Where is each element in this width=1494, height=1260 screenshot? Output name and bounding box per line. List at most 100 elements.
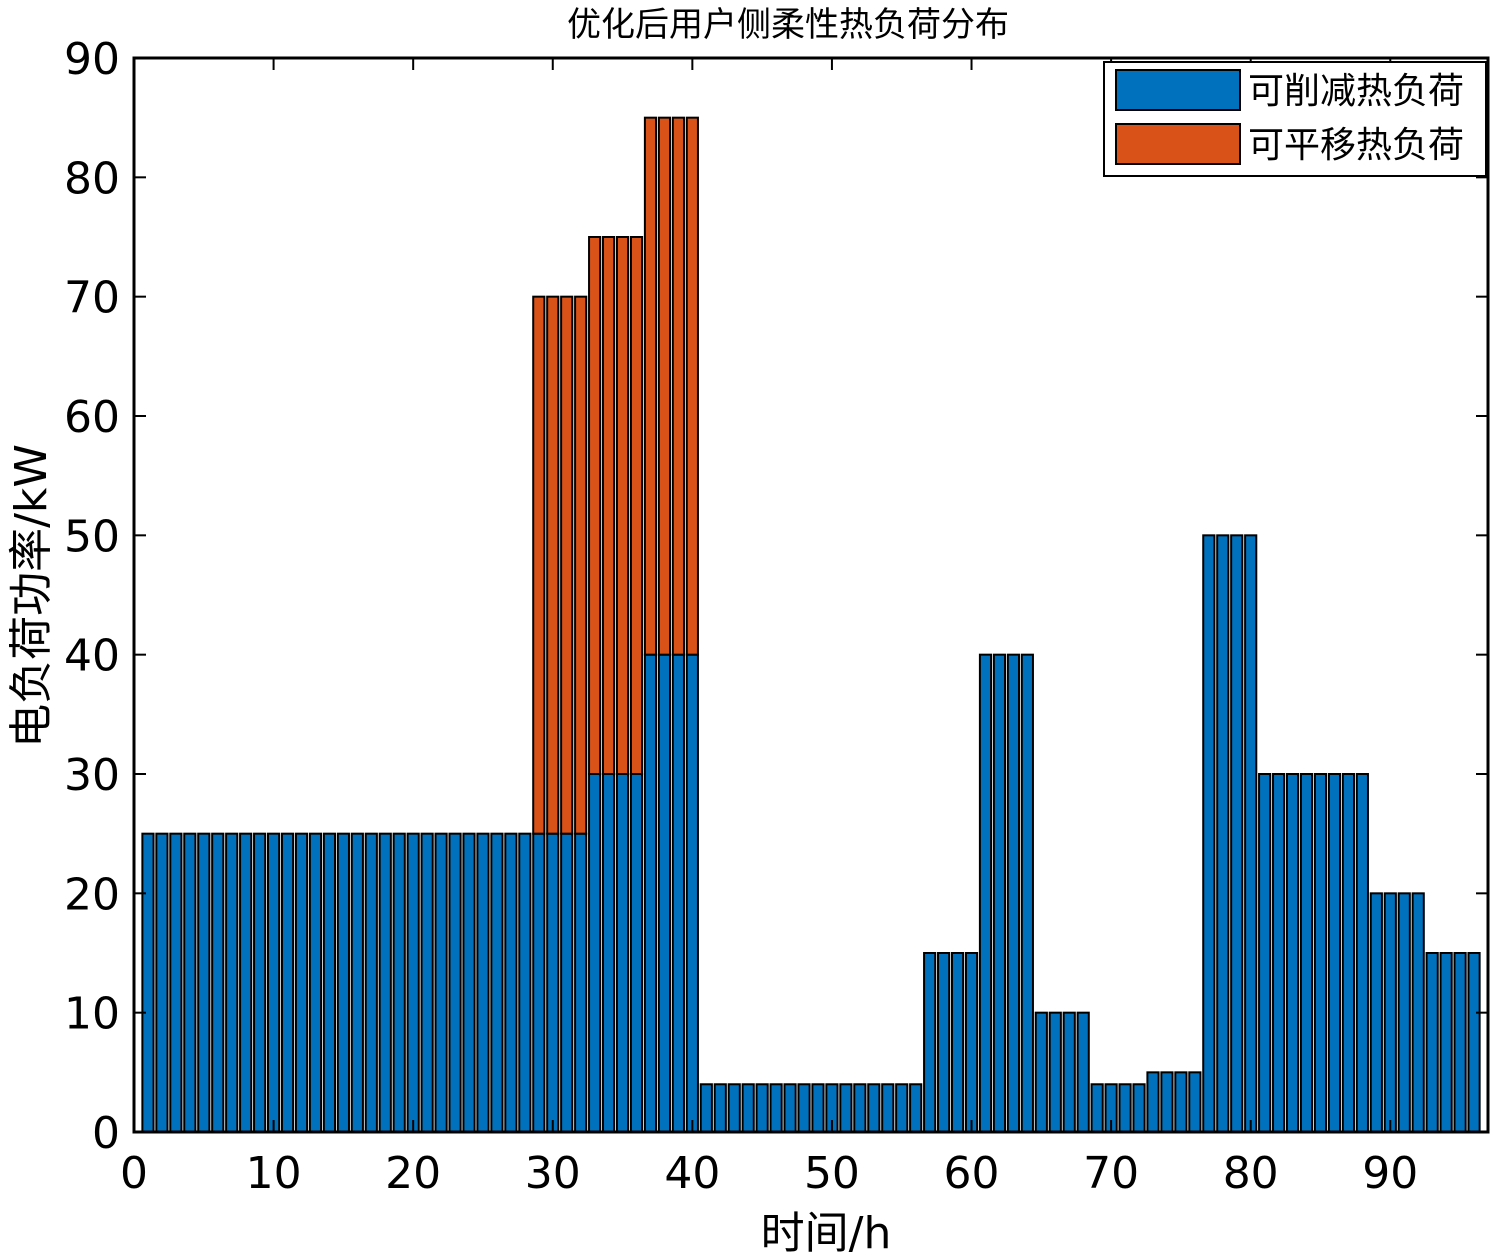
bar-reducible-35 — [615, 773, 630, 1133]
bar-reducible-93 — [1425, 952, 1439, 1133]
bar-reducible-22 — [434, 832, 448, 1134]
bar-reducible-59 — [950, 952, 965, 1133]
bar-reducible-15 — [336, 832, 350, 1134]
bar-shiftable-31 — [560, 295, 574, 835]
bar-reducible-68 — [1076, 1011, 1090, 1134]
bar-reducible-31 — [560, 832, 574, 1134]
bar-reducible-38 — [657, 653, 672, 1134]
bar-reducible-3 — [169, 832, 183, 1134]
bar-reducible-19 — [392, 832, 406, 1134]
bar-shiftable-34 — [602, 236, 616, 775]
bar-reducible-83 — [1285, 773, 1300, 1133]
x-tick-label-0: 0 — [120, 1148, 148, 1199]
bar-reducible-25 — [476, 832, 490, 1134]
bar-reducible-45 — [755, 1083, 769, 1134]
bar-reducible-72 — [1132, 1083, 1146, 1134]
bar-reducible-34 — [602, 773, 616, 1133]
y-tick-label-60: 60 — [64, 392, 120, 443]
y-tick-label-30: 30 — [64, 750, 120, 801]
bar-reducible-36 — [629, 773, 644, 1133]
bar-reducible-51 — [839, 1083, 853, 1134]
bar-shiftable-40 — [685, 116, 699, 656]
bar-reducible-71 — [1118, 1083, 1132, 1134]
bar-reducible-54 — [881, 1083, 895, 1134]
bar-reducible-92 — [1411, 892, 1425, 1133]
y-tick-label-10: 10 — [64, 989, 120, 1040]
bar-reducible-94 — [1439, 952, 1453, 1133]
bar-reducible-21 — [420, 832, 434, 1134]
bar-reducible-60 — [964, 952, 979, 1133]
bar-reducible-76 — [1188, 1071, 1202, 1134]
bar-reducible-78 — [1216, 534, 1230, 1133]
bar-reducible-55 — [895, 1083, 909, 1134]
bar-shiftable-29 — [532, 295, 546, 835]
plot-frame — [132, 56, 1490, 1134]
bar-reducible-46 — [769, 1083, 783, 1134]
bar-reducible-12 — [294, 832, 309, 1134]
bar-reducible-52 — [853, 1083, 867, 1134]
bar-reducible-67 — [1062, 1011, 1076, 1134]
bar-reducible-90 — [1383, 892, 1397, 1133]
bar-reducible-20 — [406, 832, 420, 1134]
bar-shiftable-36 — [629, 236, 644, 775]
bar-shiftable-35 — [615, 236, 630, 775]
bar-reducible-66 — [1048, 1011, 1062, 1134]
x-tick-label-50: 50 — [804, 1148, 860, 1199]
y-tick-label-20: 20 — [64, 869, 120, 920]
x-tick-label-10: 10 — [246, 1148, 302, 1199]
bar-reducible-53 — [867, 1083, 881, 1134]
chart-title: 优化后用户侧柔性热负荷分布 — [567, 5, 1009, 45]
bar-reducible-4 — [183, 832, 197, 1134]
bar-reducible-47 — [783, 1083, 797, 1134]
bar-reducible-48 — [797, 1083, 811, 1134]
bar-reducible-88 — [1355, 773, 1369, 1133]
bar-reducible-62 — [992, 653, 1007, 1134]
bar-shiftable-37 — [643, 116, 658, 656]
bar-reducible-85 — [1313, 773, 1328, 1133]
bar-reducible-14 — [322, 832, 337, 1134]
bar-shiftable-32 — [574, 295, 588, 835]
legend-label-shiftable: 可平移热负荷 — [1248, 125, 1464, 166]
bar-reducible-41 — [699, 1083, 713, 1134]
legend-swatch-shiftable — [1115, 123, 1241, 165]
bar-reducible-18 — [378, 832, 392, 1134]
bar-reducible-23 — [448, 832, 462, 1134]
y-axis-label: 电负荷功率/kW — [6, 444, 57, 748]
legend-label-reducible: 可削减热负荷 — [1248, 71, 1464, 112]
bar-reducible-84 — [1299, 773, 1314, 1133]
bar-reducible-81 — [1258, 773, 1272, 1133]
bar-reducible-74 — [1160, 1071, 1174, 1134]
bar-reducible-73 — [1146, 1071, 1160, 1134]
bar-reducible-5 — [197, 832, 211, 1134]
x-tick-label-40: 40 — [664, 1148, 720, 1199]
bar-reducible-42 — [713, 1083, 727, 1134]
bar-reducible-63 — [1006, 653, 1020, 1134]
x-tick-label-60: 60 — [944, 1148, 1000, 1199]
bar-reducible-80 — [1244, 534, 1258, 1133]
x-axis-label: 时间/h — [761, 1208, 892, 1259]
bar-reducible-28 — [518, 832, 532, 1134]
bar-shiftable-38 — [657, 116, 672, 656]
bar-reducible-27 — [504, 832, 518, 1134]
x-tick-label-30: 30 — [525, 1148, 581, 1199]
bar-reducible-32 — [574, 832, 588, 1134]
y-tick-label-40: 40 — [64, 631, 120, 682]
bar-reducible-87 — [1341, 773, 1355, 1133]
bar-reducible-69 — [1090, 1083, 1104, 1134]
bar-reducible-39 — [671, 653, 685, 1134]
bar-reducible-56 — [909, 1083, 923, 1134]
bar-reducible-65 — [1034, 1011, 1048, 1134]
bar-reducible-33 — [588, 773, 602, 1133]
bar-reducible-86 — [1327, 773, 1342, 1133]
bar-reducible-57 — [923, 952, 937, 1133]
bar-reducible-1 — [141, 832, 155, 1134]
bar-reducible-43 — [727, 1083, 741, 1134]
bar-reducible-24 — [462, 832, 476, 1134]
y-tick-label-50: 50 — [64, 511, 120, 562]
bar-reducible-30 — [546, 832, 560, 1134]
bar-reducible-40 — [685, 653, 699, 1134]
bar-reducible-96 — [1467, 952, 1481, 1133]
